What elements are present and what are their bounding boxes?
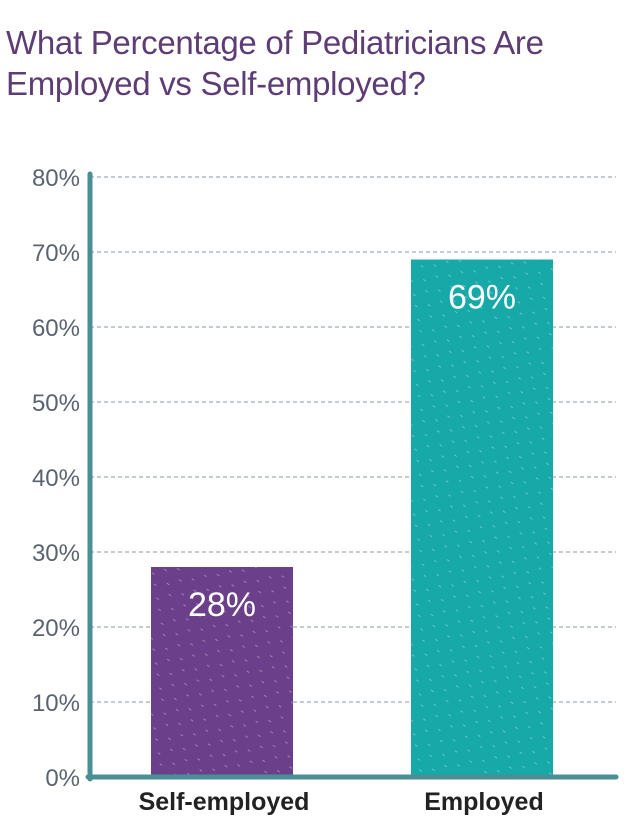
bars: 28% 69% bbox=[151, 259, 553, 777]
data-label: 69% bbox=[448, 279, 516, 317]
y-tick-label: 0% bbox=[45, 765, 80, 792]
x-axis-categories: Self-employed Employed bbox=[139, 788, 544, 816]
y-tick-label: 50% bbox=[32, 390, 80, 417]
y-axis-ticks: 0% 10% 20% 30% 40% 50% 60% 70% 80% bbox=[32, 165, 80, 792]
x-category-label: Employed bbox=[424, 788, 543, 816]
x-category-label: Self-employed bbox=[139, 788, 310, 816]
bar-texture bbox=[151, 567, 293, 777]
chart-title: What Percentage of Pediatricians Are Emp… bbox=[6, 22, 626, 104]
y-tick-label: 70% bbox=[32, 240, 80, 267]
y-tick-label: 40% bbox=[32, 465, 80, 492]
y-tick-label: 80% bbox=[32, 165, 80, 192]
y-tick-label: 20% bbox=[32, 615, 80, 642]
y-tick-label: 30% bbox=[32, 540, 80, 567]
y-tick-label: 10% bbox=[32, 690, 80, 717]
chart-title-line-1: What Percentage of Pediatricians Are bbox=[6, 24, 544, 61]
y-tick-label: 60% bbox=[32, 315, 80, 342]
bar-texture bbox=[411, 259, 553, 777]
data-label: 28% bbox=[188, 586, 256, 624]
chart-title-line-2: Employed vs Self-employed? bbox=[6, 65, 426, 102]
